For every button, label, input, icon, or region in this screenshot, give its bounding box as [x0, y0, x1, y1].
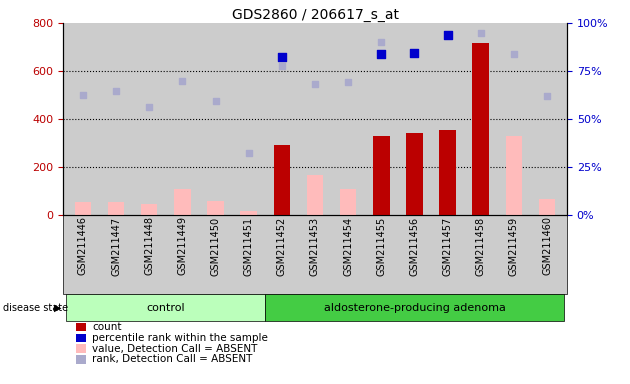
Bar	[307, 175, 323, 215]
Text: count: count	[92, 322, 122, 332]
Bar	[439, 130, 456, 215]
Point	[210, 98, 220, 104]
Point	[310, 81, 320, 87]
Bar	[74, 202, 91, 215]
Point	[343, 79, 353, 85]
Bar	[174, 189, 191, 215]
Bar	[207, 200, 224, 215]
Bar	[373, 136, 389, 215]
Point	[277, 53, 287, 60]
Point	[509, 51, 519, 57]
Bar	[406, 134, 423, 215]
Text: disease state: disease state	[3, 303, 68, 313]
Bar	[108, 202, 124, 215]
Title: GDS2860 / 206617_s_at: GDS2860 / 206617_s_at	[231, 8, 399, 22]
Text: value, Detection Call = ABSENT: value, Detection Call = ABSENT	[92, 344, 258, 354]
Point	[476, 30, 486, 36]
Point	[443, 32, 453, 38]
Point	[376, 39, 386, 45]
Point	[78, 92, 88, 98]
Text: aldosterone-producing adenoma: aldosterone-producing adenoma	[324, 303, 505, 313]
Text: percentile rank within the sample: percentile rank within the sample	[92, 333, 268, 343]
Point	[177, 78, 187, 84]
Point	[376, 51, 386, 57]
Text: rank, Detection Call = ABSENT: rank, Detection Call = ABSENT	[92, 354, 253, 364]
Bar	[506, 136, 522, 215]
Bar	[141, 204, 158, 215]
Bar	[273, 146, 290, 215]
Text: ▶: ▶	[54, 303, 61, 313]
Bar	[539, 199, 556, 215]
Bar	[472, 43, 489, 215]
Point	[277, 63, 287, 70]
Point	[410, 50, 420, 56]
Point	[111, 88, 121, 94]
Bar	[340, 189, 357, 215]
Point	[244, 149, 254, 156]
Point	[542, 93, 552, 99]
Point	[144, 104, 154, 110]
Text: control: control	[147, 303, 185, 313]
Bar	[241, 212, 257, 215]
